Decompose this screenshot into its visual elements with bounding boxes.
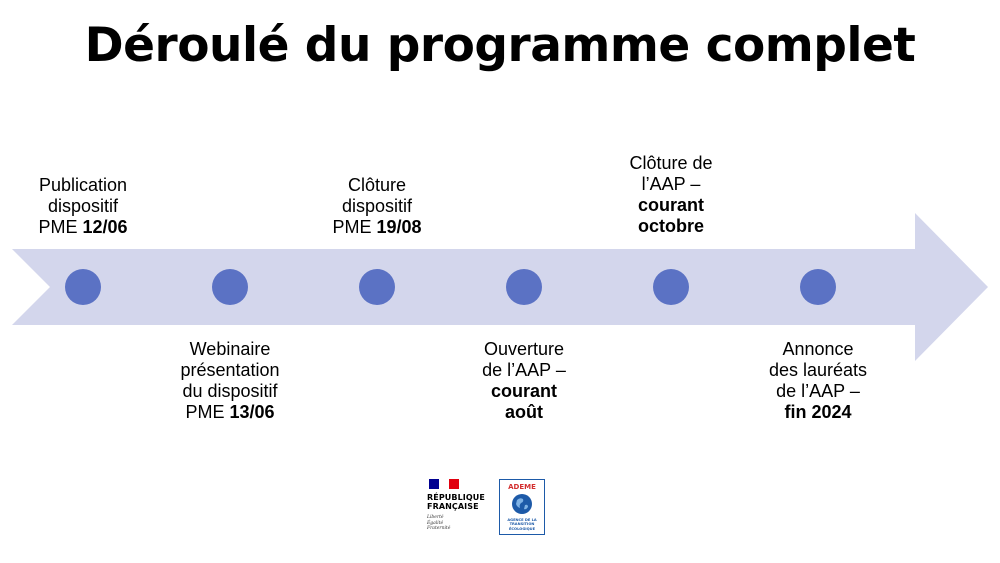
milestone-date: 19/08 <box>376 217 422 237</box>
ademe-name: ADEME <box>508 483 536 491</box>
timeline-dot-5 <box>653 269 689 305</box>
timeline-dot-2 <box>212 269 248 305</box>
ademe-sub-line: AGENCE DE LA <box>507 518 537 522</box>
milestone-line: Ouverture <box>483 339 565 359</box>
milestone-line: dispositif <box>47 196 119 216</box>
francaise-line: FRANÇAISE <box>427 502 479 511</box>
timeline-dot-4 <box>506 269 542 305</box>
ademe-sub-line: TRANSITION <box>509 522 535 527</box>
milestone-line: du dispositif <box>182 381 278 401</box>
milestone-line: des lauréats <box>768 360 868 380</box>
milestone-cloture-aap: Clôture de l’AAP – courant octobre <box>596 153 746 237</box>
milestone-line: dispositif <box>341 196 413 216</box>
republique-motto: Liberté Égalité Fraternité <box>427 515 450 532</box>
milestone-cloture-dispositif: Clôture dispositif PME 19/08 <box>302 175 452 238</box>
timeline-dot-6 <box>800 269 836 305</box>
globe-icon <box>512 494 532 514</box>
ademe-sub-line: ÉCOLOGIQUE <box>508 526 536 531</box>
timeline-dot-3 <box>359 269 395 305</box>
milestone-line: Webinaire <box>189 339 271 359</box>
milestone-date: fin 2024 <box>784 402 852 422</box>
motto-line: Liberté <box>427 515 444 520</box>
milestone-date: courant <box>637 195 704 215</box>
milestone-publication: Publication dispositif PME 12/06 <box>8 175 158 238</box>
milestone-prefix: PME <box>38 217 78 237</box>
republique-line: RÉPUBLIQUE <box>427 493 485 502</box>
milestone-line: Clôture de <box>629 153 713 173</box>
republique-francaise-logo: RÉPUBLIQUE FRANÇAISE Liberté Égalité Fra… <box>425 479 495 537</box>
ademe-subtitle: AGENCE DE LA TRANSITION ÉCOLOGIQUE <box>500 518 544 531</box>
milestone-prefix: PME <box>185 402 225 422</box>
milestone-prefix: PME <box>332 217 372 237</box>
milestone-date: août <box>505 402 543 422</box>
milestone-date: 12/06 <box>82 217 128 237</box>
motto-line: Égalité <box>427 520 444 526</box>
timeline-dot-1 <box>65 269 101 305</box>
milestone-date: octobre <box>637 216 704 236</box>
timeline-arrow-shape <box>12 213 988 361</box>
milestone-line: Publication <box>38 175 128 195</box>
milestone-date: courant <box>490 381 557 401</box>
milestone-line: de l’AAP – <box>482 360 566 380</box>
milestone-date: 13/06 <box>229 402 275 422</box>
milestone-line: Clôture <box>347 175 407 195</box>
milestone-line: de l’AAP – <box>776 381 860 401</box>
partner-logos: RÉPUBLIQUE FRANÇAISE Liberté Égalité Fra… <box>425 477 555 539</box>
page-title: Déroulé du programme complet <box>84 18 916 73</box>
french-flag-icon <box>429 479 459 489</box>
milestone-webinaire: Webinaire présentation du dispositif PME… <box>155 339 305 423</box>
motto-line: Fraternité <box>427 526 451 531</box>
milestone-line: présentation <box>180 360 280 380</box>
milestone-line: Annonce <box>782 339 854 359</box>
milestone-line: l’AAP – <box>641 174 701 194</box>
milestone-ouverture-aap: Ouverture de l’AAP – courant août <box>449 339 599 423</box>
ademe-logo: ADEME AGENCE DE LA TRANSITION ÉCOLOGIQUE <box>499 479 545 535</box>
milestone-annonce-laureats: Annonce des lauréats de l’AAP – fin 2024 <box>743 339 893 423</box>
